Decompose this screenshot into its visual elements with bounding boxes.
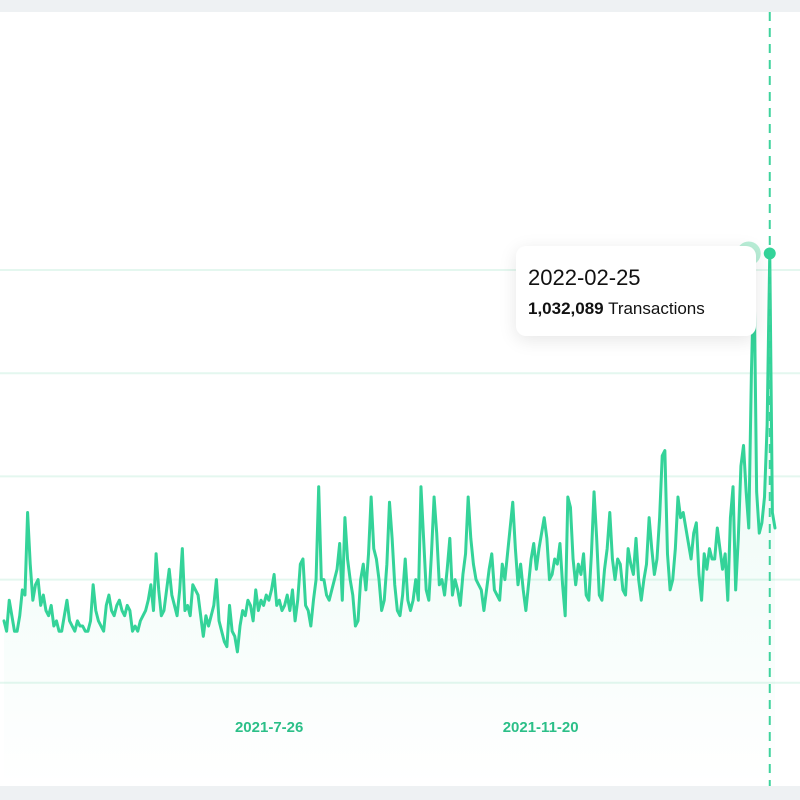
tooltip-value-line: 1,032,089 Transactions — [528, 298, 744, 320]
transactions-chart: 2021-7-26 2021-11-20 — [0, 12, 800, 786]
chart-card: 2021-7-26 2021-11-20 2022-02-25 1,032,089… — [0, 12, 800, 786]
tooltip: 2022-02-25 1,032,089 Transactions — [516, 246, 756, 336]
tooltip-date: 2022-02-25 — [528, 265, 641, 290]
series-line — [2, 251, 777, 654]
x-tick-label-1: 2021-7-26 — [235, 719, 303, 736]
x-tick-label-2: 2021-11-20 — [503, 719, 579, 736]
hover-marker[interactable] — [763, 247, 776, 260]
tooltip-value: 1,032,089 — [528, 299, 604, 318]
tooltip-unit: Transactions — [608, 299, 705, 318]
